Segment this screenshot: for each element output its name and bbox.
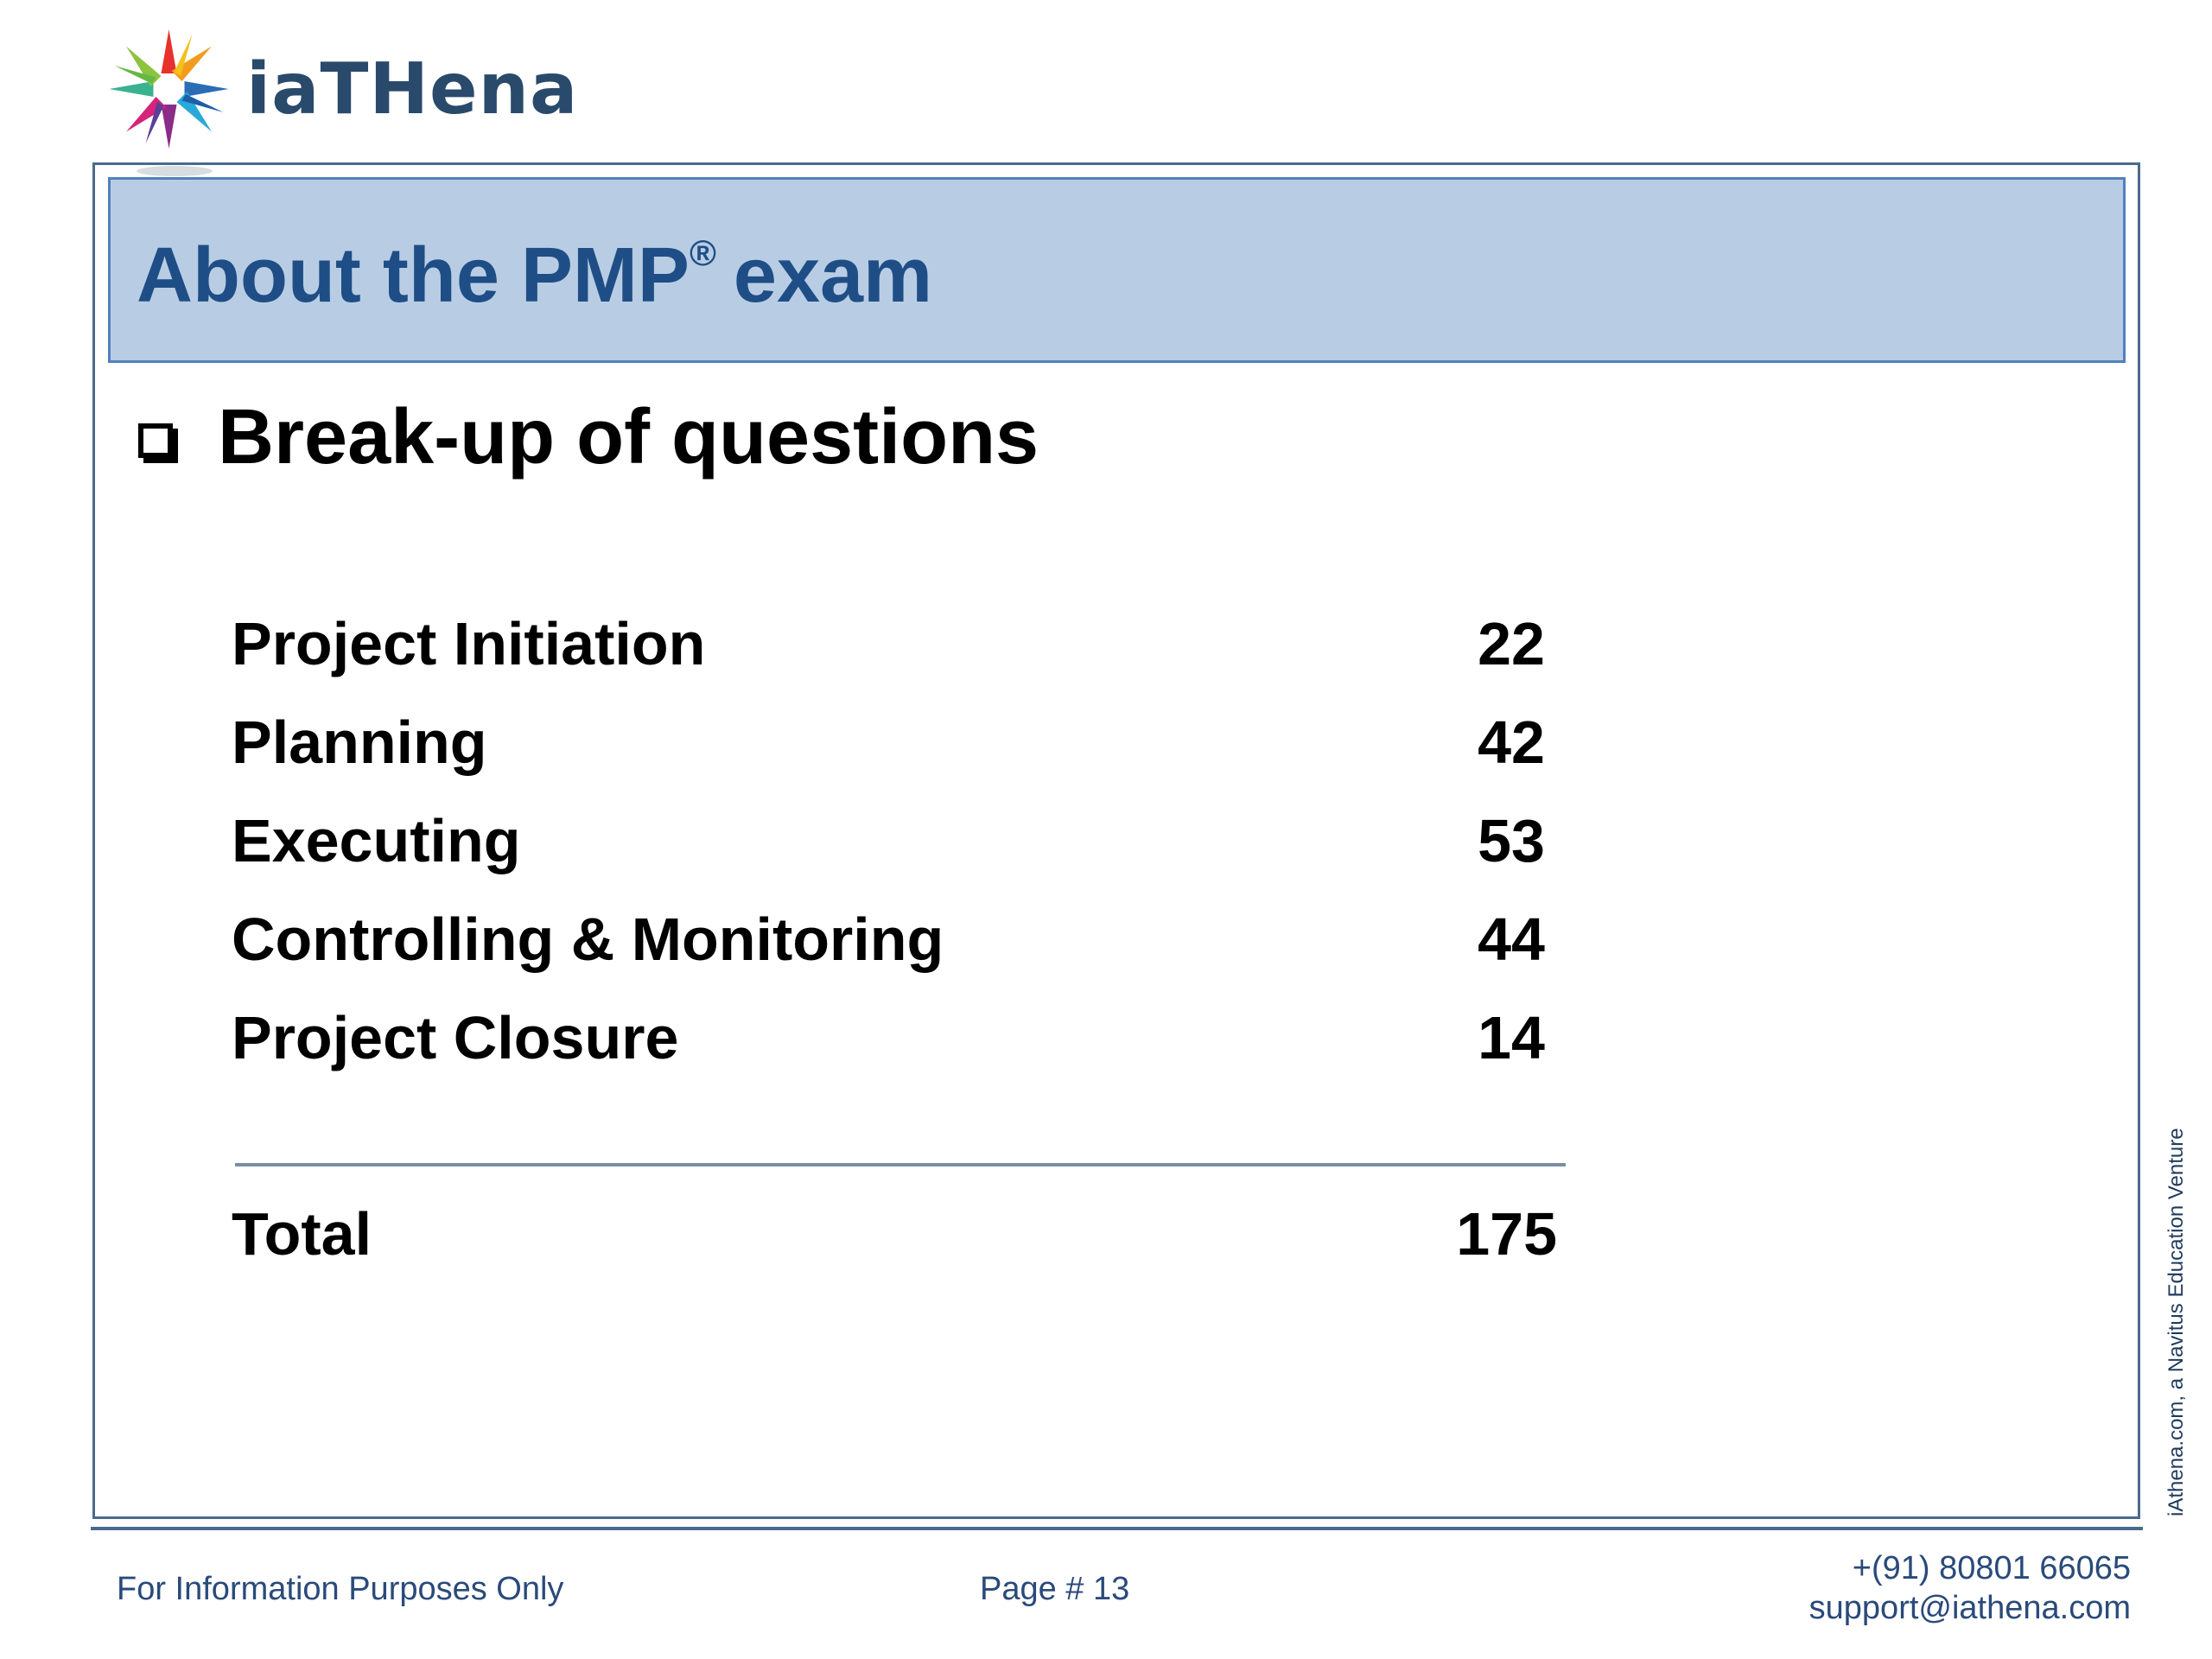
- total-value: 175: [1456, 1200, 1557, 1268]
- registered-mark: ®: [689, 232, 716, 273]
- row-label: Controlling & Monitoring: [232, 906, 944, 973]
- table-row: Project Closure 14: [232, 1003, 1545, 1090]
- row-value: 22: [1478, 610, 1545, 677]
- title-band: About the PMP® exam: [108, 177, 2126, 363]
- table-row: Planning 42: [232, 708, 1545, 794]
- slide-frame: [92, 162, 2140, 1519]
- brand-wordmark: iaTHena: [246, 48, 579, 130]
- slide-title-text: About the PMP: [137, 232, 690, 319]
- total-divider: [235, 1163, 1566, 1166]
- table-row: Controlling & Monitoring 44: [232, 905, 1545, 991]
- row-label: Planning: [232, 709, 487, 776]
- starburst-logo-icon: [109, 29, 229, 149]
- side-credit: iAthena.com, a Navitus Education Venture: [2164, 1128, 2188, 1516]
- footer-phone: +(91) 80801 66065: [1852, 1550, 2131, 1586]
- row-value: 53: [1478, 807, 1545, 874]
- slide-title-suffix: exam: [733, 232, 933, 319]
- checkbox-bullet-icon: [138, 423, 178, 463]
- brand-logo: iaTHena: [102, 24, 578, 154]
- footer-divider: [91, 1527, 2143, 1530]
- row-label: Project Initiation: [232, 610, 706, 677]
- total-label: Total: [232, 1200, 372, 1268]
- table-row: Project Initiation 22: [232, 609, 1545, 696]
- table-row: Executing 53: [232, 806, 1545, 893]
- page-number: Page # 13: [980, 1571, 1130, 1607]
- footer-disclaimer: For Information Purposes Only: [117, 1571, 564, 1607]
- footer-email: support@iathena.com: [1808, 1590, 2131, 1626]
- frame-tab-decoration: [137, 166, 213, 176]
- row-value: 14: [1478, 1004, 1545, 1071]
- row-value: 44: [1478, 906, 1545, 973]
- row-label: Executing: [232, 807, 521, 874]
- row-value: 42: [1478, 709, 1545, 776]
- total-row: Total 175: [232, 1199, 1557, 1286]
- row-label: Project Closure: [232, 1004, 679, 1071]
- slide-title: About the PMP® exam: [137, 232, 932, 321]
- bullet-heading: Break-up of questions: [218, 394, 1039, 480]
